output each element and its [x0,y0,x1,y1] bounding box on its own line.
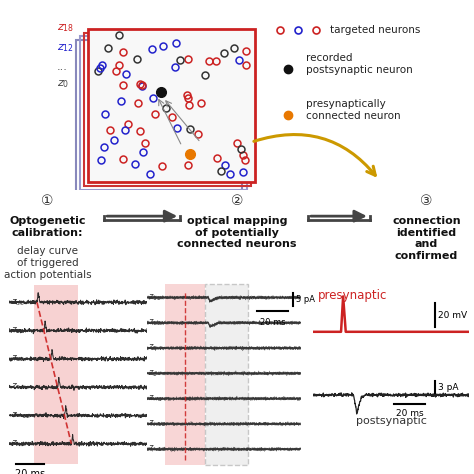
Text: delay curve
of triggered
action potentials: delay curve of triggered action potentia… [4,246,91,280]
Text: $z_{18}$: $z_{18}$ [148,292,162,303]
Text: 20 mV: 20 mV [438,311,467,320]
Text: ③: ③ [420,194,433,209]
Text: presynaptic: presynaptic [318,289,387,302]
Text: 3 pA: 3 pA [438,383,458,392]
Text: $z_{-18}$: $z_{-18}$ [148,444,167,455]
Text: optical mapping
of potentially
connected neurons: optical mapping of potentially connected… [177,216,297,249]
Text: $z_{-24}$: $z_{-24}$ [11,438,30,449]
Text: recorded
postsynaptic neuron: recorded postsynaptic neuron [306,53,413,75]
Text: $z_{12}$: $z_{12}$ [148,318,162,328]
Text: connection
identified
and
confirmed: connection identified and confirmed [392,216,461,261]
Bar [205,284,248,465]
Bar [76,40,243,193]
Bar [165,284,205,465]
Text: $z_{30}$: $z_{30}$ [11,297,25,308]
Text: ②: ② [231,194,243,209]
Text: $z_{18}$: $z_{18}$ [57,22,74,34]
Text: $z_{-12}$: $z_{-12}$ [11,410,30,421]
Text: ①: ① [41,194,54,209]
Text: $z_6$: $z_6$ [148,343,158,353]
Text: presynaptically
connected neuron: presynaptically connected neuron [306,100,401,121]
Bar [34,285,78,464]
Text: 20 ms: 20 ms [15,469,45,474]
Text: postsynaptic: postsynaptic [356,416,427,426]
Text: 5 pA: 5 pA [296,295,315,304]
Text: targeted neurons: targeted neurons [330,25,420,35]
Text: ...: ... [57,62,68,72]
Text: $z_{24}$: $z_{24}$ [11,325,25,336]
Text: $z_0$: $z_0$ [11,382,21,392]
Bar [80,36,246,190]
Text: $z_0$: $z_0$ [148,368,158,379]
Text: 20 ms: 20 ms [260,318,286,327]
Bar [88,29,255,182]
Text: $z_{-6}$: $z_{-6}$ [148,393,163,404]
Text: $z_{-12}$: $z_{-12}$ [148,419,167,429]
Text: 20 ms: 20 ms [396,409,424,418]
Text: Optogenetic
calibration:: Optogenetic calibration: [9,216,86,238]
Text: $z_{12}$: $z_{12}$ [11,354,25,364]
Bar [84,33,251,186]
Text: $z_0$: $z_0$ [57,78,69,90]
Text: $z_{12}$: $z_{12}$ [57,42,74,54]
